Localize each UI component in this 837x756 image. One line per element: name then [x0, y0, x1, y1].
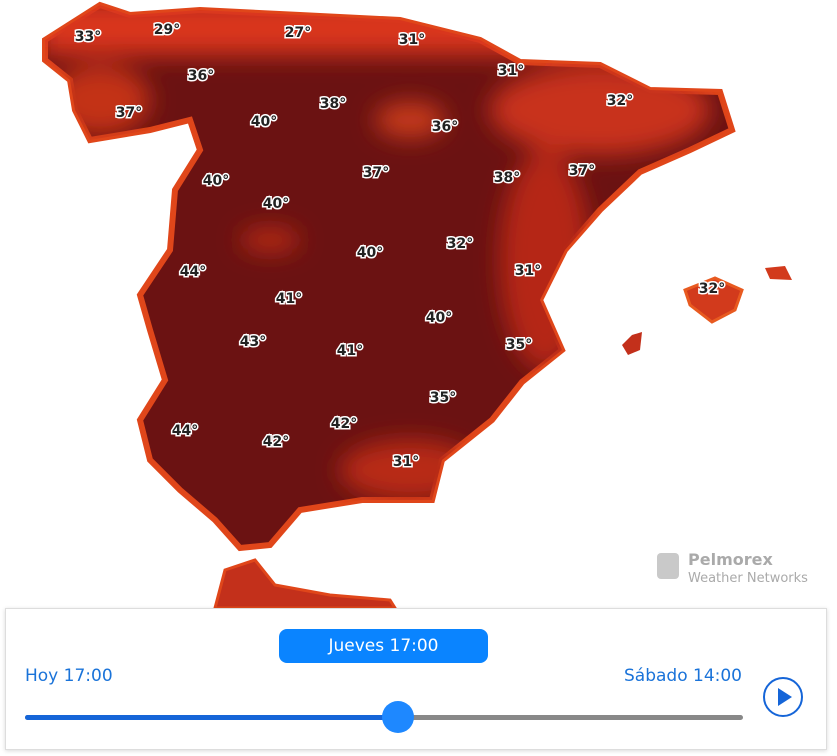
slider-track[interactable]: [25, 701, 743, 733]
temperature-label: 31°: [515, 263, 541, 279]
slider-progress: [25, 715, 396, 720]
temperature-label: 41°: [276, 291, 302, 307]
current-time: Jueves 17:00: [279, 629, 488, 663]
temperature-label: 29°: [154, 22, 180, 38]
temperature-label: 37°: [363, 165, 389, 181]
temperature-label: 35°: [430, 390, 456, 406]
temperature-label: 36°: [188, 68, 214, 84]
logo-subtitle: Weather Networks: [688, 571, 808, 586]
temperature-label: 40°: [426, 310, 452, 326]
temperature-label: 32°: [607, 93, 633, 109]
timeline: Jueves 17:00 Hoy 17:00 Sábado 14:00: [5, 608, 827, 750]
temperature-label: 40°: [203, 173, 229, 189]
temperature-label: 37°: [116, 105, 142, 121]
logo-name: Pelmorex: [688, 550, 773, 569]
temperature-label: 27°: [285, 25, 311, 41]
temperature-label: 31°: [498, 63, 524, 79]
temperature-label: 40°: [263, 196, 289, 212]
temperature-label: 42°: [331, 416, 357, 432]
temperature-label: 38°: [320, 96, 346, 112]
temperature-label: 35°: [506, 337, 532, 353]
start-time: Hoy 17:00: [25, 666, 113, 686]
temperature-label: 32°: [447, 236, 473, 252]
temperature-label: 37°: [569, 163, 595, 179]
play-button[interactable]: [763, 677, 803, 717]
temperature-label: 43°: [240, 334, 266, 350]
temperature-label: 40°: [251, 114, 277, 130]
land: [42, 1, 792, 608]
temperature-label: 44°: [180, 264, 206, 280]
temperature-label: 40°: [357, 245, 383, 261]
temperature-label: 32°: [699, 281, 725, 297]
temperature-label: 41°: [337, 343, 363, 359]
temperature-label: 42°: [263, 434, 289, 450]
logo: Pelmorex Weather Networks: [657, 550, 808, 586]
temperature-label: 31°: [393, 454, 419, 470]
temperature-label: 36°: [432, 119, 458, 135]
map: 33° 29° 27° 31° 36° 31° 37° 38° 32° 40° 36° 37° 38° 3…: [42, 1, 808, 608]
temperature-label: 44°: [172, 423, 198, 439]
temperature-label: 31°: [399, 32, 425, 48]
temperature-label: 33°: [75, 29, 101, 45]
slider-knob[interactable]: [382, 701, 414, 733]
temperature-label: 38°: [494, 170, 520, 186]
end-time: Sábado 14:00: [623, 666, 742, 686]
